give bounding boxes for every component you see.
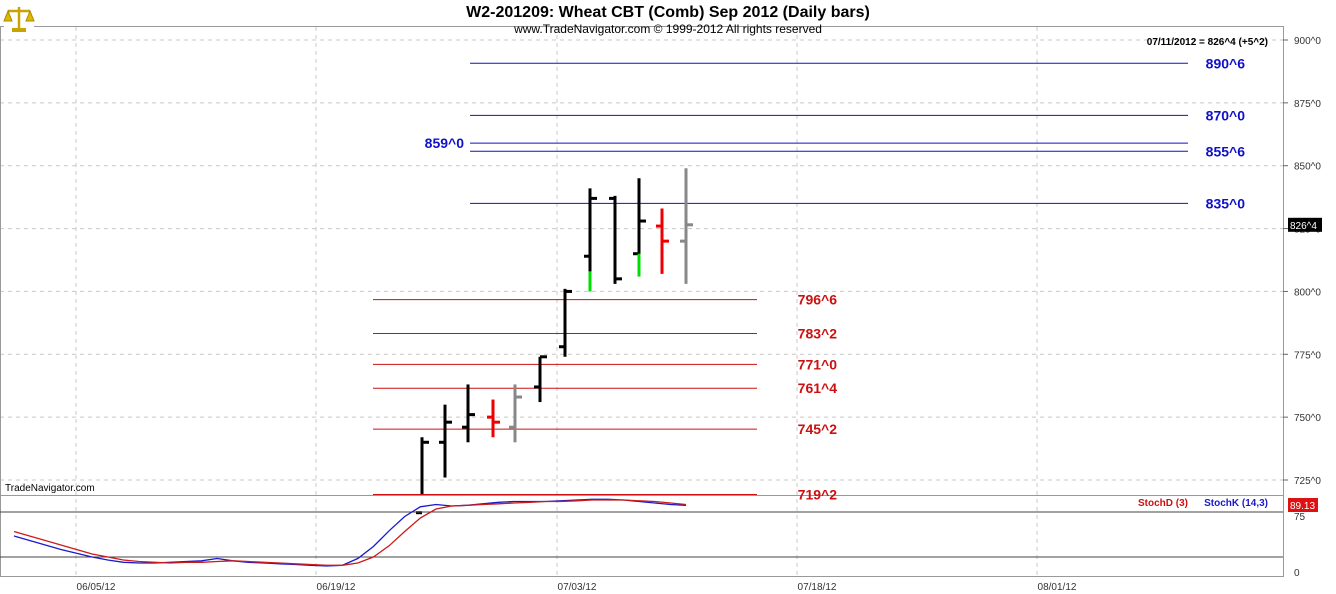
x-tick-label: 07/18/12 — [798, 582, 837, 593]
chart-title: W2-201209: Wheat CBT (Comb) Sep 2012 (Da… — [466, 4, 870, 21]
price-bar — [416, 437, 429, 515]
y-tick-label: 775^0 — [1294, 350, 1321, 361]
x-tick-label: 06/19/12 — [317, 582, 356, 593]
price-bar — [462, 384, 475, 443]
price-bar — [534, 355, 547, 403]
blue-level-label: 835^0 — [1206, 195, 1246, 211]
last-price-readout: 07/11/2012 = 826^4 (+5^2) — [1147, 37, 1268, 48]
stoch-tick-label: 0 — [1294, 568, 1300, 579]
svg-text:826^4: 826^4 — [1290, 221, 1317, 232]
red-level-label: 771^0 — [798, 356, 838, 372]
red-level-label: 745^2 — [798, 421, 838, 437]
price-tag: 826^4 — [1288, 217, 1322, 232]
y-tick-label: 875^0 — [1294, 99, 1321, 110]
stoch-tag: 89.13 — [1288, 498, 1318, 512]
price-bar — [439, 404, 452, 478]
y-tick-label: 900^0 — [1294, 36, 1321, 47]
svg-text:89.13: 89.13 — [1290, 501, 1315, 512]
date-axis: 06/05/12 06/19/12 07/03/12 07/18/12 08/01/12 — [77, 582, 1077, 593]
red-level-label: 761^4 — [798, 380, 838, 396]
y-tick-label: 750^0 — [1294, 413, 1321, 424]
red-level-label: 783^2 — [798, 326, 838, 342]
stochd-line — [13, 499, 687, 566]
blue-level-label: 855^6 — [1206, 143, 1246, 159]
blue-level-label: 859^0 — [425, 135, 465, 151]
stochk-line — [13, 498, 687, 567]
y-tick-label: 850^0 — [1294, 162, 1321, 173]
price-bar — [656, 208, 669, 274]
red-level-label: 796^6 — [798, 292, 838, 308]
x-tick-label: 06/05/12 — [77, 582, 116, 593]
blue-level-label: 890^6 — [1206, 55, 1246, 71]
price-bar — [487, 399, 500, 438]
stochastic-panel: 0 75 — [0, 498, 1306, 579]
copyright-text: www.TradeNavigator.com © 1999-2012 All r… — [513, 22, 822, 36]
chart-frame — [0, 26, 1284, 577]
price-bar — [680, 168, 693, 284]
stoch-tick-label: 75 — [1294, 512, 1306, 523]
price-levels: 890^6 870^0 859^0 855^6 835^0 796^6 783^2 771^0… — [373, 55, 1245, 502]
price-bar — [559, 288, 572, 357]
price-bar — [509, 384, 522, 443]
x-tick-label: 07/03/12 — [558, 582, 597, 593]
blue-level-label: 870^0 — [1206, 107, 1246, 123]
watermark-text: TradeNavigator.com — [5, 483, 95, 494]
scales-icon — [3, 3, 35, 33]
price-bar — [609, 195, 622, 284]
y-tick-label: 725^0 — [1294, 476, 1321, 487]
red-level-label: 719^2 — [798, 486, 838, 502]
legend-stochk: StochK (14,3) — [1204, 498, 1268, 509]
x-tick-label: 08/01/12 — [1038, 582, 1077, 593]
legend-stochd: StochD (3) — [1138, 498, 1188, 509]
grid-lines — [0, 27, 1283, 576]
price-bars — [416, 168, 693, 515]
y-tick-label: 800^0 — [1294, 287, 1321, 298]
